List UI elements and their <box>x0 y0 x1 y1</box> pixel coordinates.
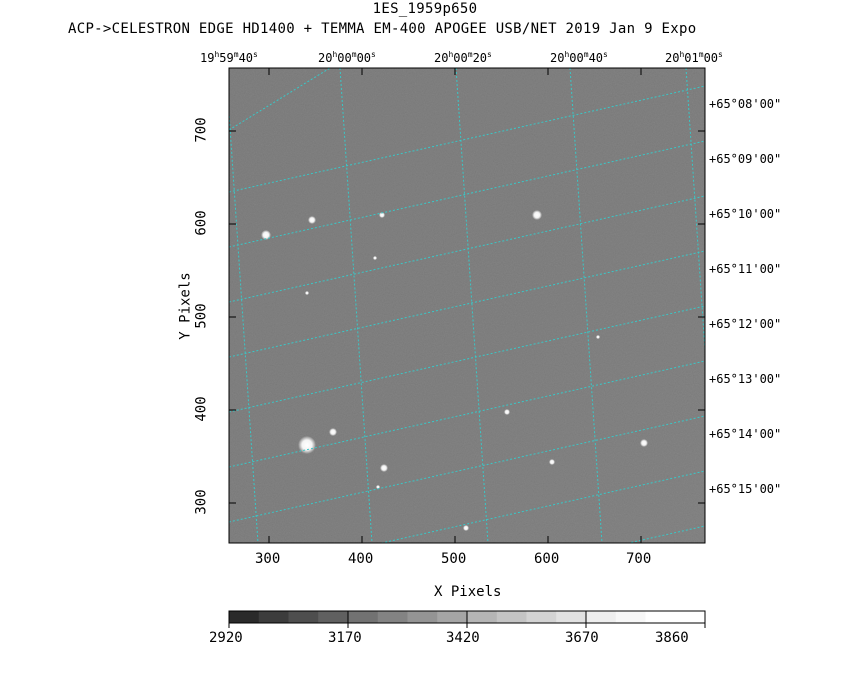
star <box>308 216 316 224</box>
y-tick-label: 400 <box>193 396 210 422</box>
star <box>504 409 510 415</box>
dec-grid-line <box>229 305 705 413</box>
dec-grid-line <box>229 360 705 468</box>
ra-grid-line <box>339 68 373 543</box>
colorbar-segment <box>377 611 408 623</box>
dec-grid-line <box>229 415 705 523</box>
colorbar-segment <box>288 611 319 623</box>
star <box>379 212 385 218</box>
dec-grid-line <box>229 140 705 248</box>
colorbar-segment <box>258 611 289 623</box>
colorbar-tick-label: 2920 <box>209 630 243 646</box>
dec-label-6: +65°13'00" <box>709 372 782 386</box>
star <box>549 459 555 465</box>
colorbar-segment <box>437 611 468 623</box>
colorbar-segment <box>318 611 349 623</box>
dec-label-8: +65°15'00" <box>709 482 782 496</box>
colorbar-tick-label: 3420 <box>446 630 480 646</box>
star <box>298 436 316 454</box>
ra-grid-line <box>455 68 489 543</box>
star <box>640 439 648 447</box>
star <box>376 485 380 489</box>
y-axis-label: Y Pixels <box>177 272 194 340</box>
colorbar-segment <box>645 611 676 623</box>
x-tick-label: 400 <box>348 551 374 567</box>
colorbar-segment <box>496 611 527 623</box>
dec-label-7: +65°14'00" <box>709 427 782 441</box>
y-tick-label: 500 <box>193 303 210 329</box>
colorbar <box>228 610 706 628</box>
sky-image <box>229 68 705 543</box>
ra-label-1: 19h59m40s <box>200 50 258 65</box>
dec-label-4: +65°11'00" <box>709 262 782 276</box>
ra-grid-line <box>229 105 259 543</box>
colorbar-segment <box>348 611 379 623</box>
star <box>532 210 542 220</box>
dec-label-2: +65°09'00" <box>709 152 782 166</box>
colorbar-segment <box>467 611 498 623</box>
y-tick-label: 300 <box>193 489 210 515</box>
ra-label-2: 20h00m00s <box>318 50 376 65</box>
star <box>463 525 469 531</box>
colorbar-segment <box>556 611 587 623</box>
x-axis-label: X Pixels <box>434 584 502 600</box>
image-title: 1ES_1959p650 <box>372 1 478 17</box>
dec-grid-line <box>229 85 705 193</box>
y-tick-label: 700 <box>193 117 210 143</box>
observation-subtitle: ACP->CELESTRON EDGE HD1400 + TEMMA EM-40… <box>68 21 697 37</box>
dec-label-5: +65°12'00" <box>709 317 782 331</box>
plot-frame <box>228 67 706 544</box>
dec-grid-line <box>229 195 705 303</box>
colorbar-segment <box>615 611 646 623</box>
star <box>373 256 377 260</box>
star <box>329 428 337 436</box>
x-tick-label: 700 <box>626 551 652 567</box>
colorbar-segment <box>586 611 617 623</box>
dec-label-1: +65°08'00" <box>709 97 782 111</box>
ra-label-3: 20h00m20s <box>434 50 492 65</box>
y-tick-label: 600 <box>193 210 210 236</box>
colorbar-segment <box>675 611 706 623</box>
star <box>380 464 388 472</box>
x-tick-label: 500 <box>441 551 467 567</box>
x-tick-label: 300 <box>255 551 281 567</box>
dec-grid-line <box>229 250 705 358</box>
dec-label-3: +65°10'00" <box>709 207 782 221</box>
ra-label-5: 20h01m00s <box>665 50 723 65</box>
colorbar-tick-label: 3670 <box>565 630 599 646</box>
ra-grid-line <box>569 68 603 543</box>
colorbar-tick-label: 3170 <box>328 630 362 646</box>
colorbar-segment <box>407 611 438 623</box>
colorbar-segment <box>229 611 260 623</box>
ra-label-4: 20h00m40s <box>550 50 608 65</box>
star <box>261 230 271 240</box>
star <box>596 335 600 339</box>
colorbar-segment <box>526 611 557 623</box>
x-tick-label: 600 <box>534 551 560 567</box>
star <box>305 291 309 295</box>
colorbar-tick-label: 3860 <box>655 630 689 646</box>
